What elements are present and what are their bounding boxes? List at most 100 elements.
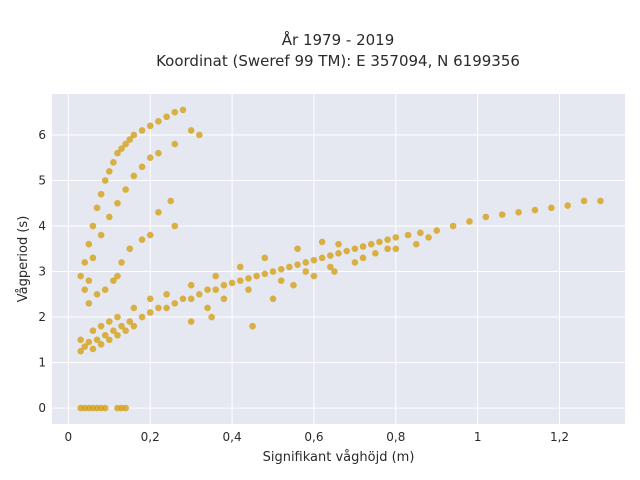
data-point	[126, 245, 134, 253]
data-point	[110, 277, 117, 284]
data-point	[163, 304, 170, 312]
data-point	[122, 140, 129, 148]
chart-subtitle: Koordinat (Sweref 99 TM): E 357094, N 61…	[156, 52, 520, 70]
data-point	[167, 197, 174, 205]
y-tick-label: 2	[38, 310, 46, 324]
data-point	[286, 263, 293, 271]
data-point	[146, 122, 154, 130]
data-point	[253, 272, 260, 280]
data-point	[146, 154, 154, 162]
data-point	[114, 331, 121, 339]
data-point	[220, 281, 228, 289]
data-point	[343, 247, 350, 255]
data-point	[89, 222, 97, 230]
data-point	[310, 272, 318, 280]
data-point	[310, 256, 318, 264]
data-point	[212, 272, 220, 280]
data-point	[187, 318, 195, 325]
data-point	[97, 231, 105, 239]
data-point	[93, 290, 101, 298]
data-point	[138, 236, 146, 243]
y-tick-labels: 0 1 2 3 4 5 6	[38, 128, 46, 415]
x-tick-label: 1	[474, 430, 482, 444]
data-point	[245, 275, 252, 282]
data-point	[114, 199, 121, 207]
y-tick-label: 0	[38, 401, 46, 415]
data-point	[81, 343, 89, 350]
data-point	[384, 236, 391, 243]
plot-area	[52, 94, 625, 424]
data-point	[196, 290, 203, 298]
data-point	[179, 295, 187, 303]
data-point	[85, 300, 93, 307]
data-point	[122, 186, 129, 193]
data-point	[417, 229, 424, 237]
data-point	[106, 336, 113, 344]
data-point	[101, 286, 109, 294]
x-tick-label: 0,8	[386, 430, 405, 444]
data-point	[327, 252, 334, 259]
data-point	[85, 240, 93, 248]
data-point	[155, 118, 162, 125]
y-tick-label: 5	[38, 173, 46, 187]
data-point	[548, 204, 555, 212]
data-point	[130, 131, 138, 139]
data-point	[89, 254, 97, 262]
data-point	[146, 231, 154, 239]
x-tick-label: 0,2	[141, 430, 160, 444]
data-point	[110, 158, 117, 166]
data-point	[171, 140, 179, 148]
data-point	[130, 322, 138, 330]
data-point	[359, 254, 367, 262]
data-point	[101, 404, 109, 412]
data-point	[331, 268, 338, 275]
data-point	[433, 227, 441, 234]
data-point	[85, 338, 93, 346]
data-point	[318, 238, 326, 246]
data-point	[118, 145, 125, 152]
data-point	[77, 347, 84, 355]
data-point	[425, 234, 432, 241]
data-point	[110, 327, 117, 334]
data-point	[404, 231, 412, 239]
y-axis-label: Vågperiod (s)	[16, 216, 31, 303]
data-point	[212, 286, 220, 294]
data-point	[97, 190, 105, 198]
data-point	[376, 238, 383, 246]
data-point	[126, 318, 134, 325]
y-tick-label: 1	[38, 356, 46, 370]
data-point	[367, 240, 375, 248]
x-tick-labels: 0 0,2 0,4 0,6 0,8 1 1,2	[65, 430, 570, 444]
x-tick-label: 1,2	[550, 430, 569, 444]
data-point	[101, 177, 109, 184]
data-point	[155, 304, 162, 312]
y-tick-label: 4	[38, 219, 46, 233]
data-point	[155, 149, 162, 157]
data-point	[261, 254, 269, 262]
data-point	[163, 290, 170, 298]
x-axis-label: Signifikant våghöjd (m)	[263, 450, 415, 465]
data-point	[236, 277, 244, 284]
data-point	[97, 341, 105, 348]
data-point	[302, 259, 310, 266]
data-points	[77, 106, 604, 412]
data-point	[155, 209, 162, 216]
data-point	[89, 345, 97, 353]
data-point	[245, 286, 252, 294]
data-point	[277, 265, 285, 273]
data-point	[228, 279, 236, 287]
data-point	[208, 313, 215, 321]
data-point	[106, 168, 113, 175]
data-point	[249, 322, 256, 330]
data-point	[269, 268, 277, 275]
data-point	[171, 300, 179, 307]
data-point	[597, 197, 604, 205]
x-tick-label: 0,6	[304, 430, 323, 444]
data-point	[351, 259, 359, 266]
data-point	[531, 206, 539, 214]
data-point	[118, 322, 125, 330]
data-point	[261, 270, 269, 278]
data-point	[466, 218, 473, 225]
data-point	[171, 222, 179, 230]
data-point	[146, 309, 154, 316]
